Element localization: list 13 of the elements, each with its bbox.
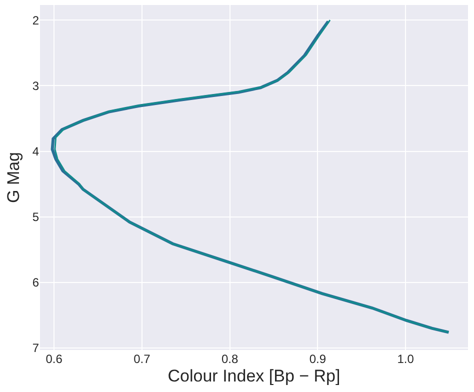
y-tick-label: 7: [32, 341, 40, 356]
x-tick-label: 1.0: [397, 352, 414, 366]
y-tick-label: 6: [32, 276, 40, 290]
x-tick-label: 0.6: [46, 352, 63, 366]
y-tick-label: 3: [32, 78, 40, 93]
y-tick-label: 5: [32, 210, 40, 224]
y-tick-label: 4: [32, 144, 40, 158]
x-axis-title: Colour Index [Bp − Rp]: [168, 366, 340, 386]
x-tick-label: 0.9: [309, 352, 326, 366]
y-axis-title: G Mag: [4, 152, 23, 204]
x-tick-label: 0.8: [221, 352, 238, 366]
y-tick-label: 2: [32, 13, 40, 28]
x-tick-label: 0.7: [134, 352, 151, 366]
